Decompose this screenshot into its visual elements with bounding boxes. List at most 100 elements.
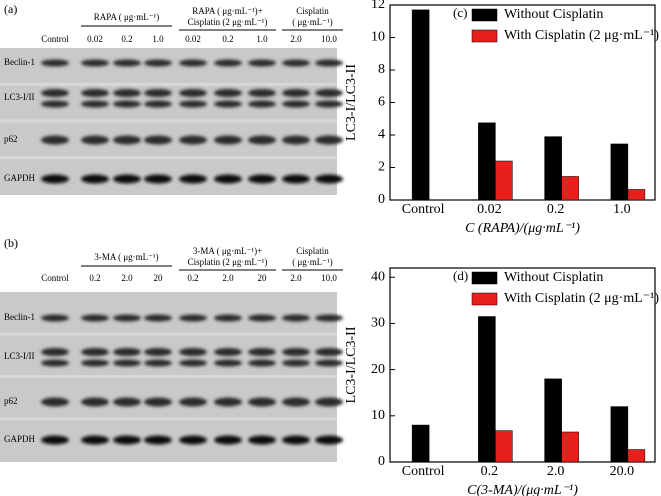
blot-band <box>144 348 172 356</box>
row-label: GAPDH <box>4 173 36 183</box>
blot-band <box>113 174 141 184</box>
y-tick-label: 30 <box>371 316 385 331</box>
y-tick-label: 40 <box>371 269 385 284</box>
blot-band <box>81 314 109 322</box>
x-tick-label: 20.0 <box>610 464 635 479</box>
blot-strip <box>0 156 337 160</box>
lane-label: 10.0 <box>321 273 337 283</box>
blot-band <box>315 59 343 67</box>
blot-band <box>179 397 207 407</box>
lane-label: 0.02 <box>87 34 103 44</box>
blot-band <box>315 348 343 356</box>
group-label: 3-MA ( μg·mL⁻¹) <box>94 252 158 262</box>
y-tick-label: 6 <box>378 95 385 110</box>
blot-band <box>282 59 310 67</box>
lane-label: 0.2 <box>222 34 233 44</box>
lane-label: 2.0 <box>121 273 133 283</box>
lane-label: Control <box>41 34 69 44</box>
blot-band <box>113 397 141 407</box>
blot-band <box>81 397 109 407</box>
blot-band <box>214 359 242 367</box>
blot-band <box>179 100 207 108</box>
row-label: LC3-I/II <box>4 92 35 102</box>
x-tick-label: 0.02 <box>477 202 502 217</box>
group-label: Cisplatin (2 μg·mL⁻¹) <box>188 257 268 267</box>
x-tick-label: 2.0 <box>547 464 565 479</box>
blot-band <box>81 100 109 108</box>
blot-band <box>282 359 310 367</box>
group-label: ( μg·mL⁻¹) <box>292 17 333 27</box>
blot-band <box>81 359 109 367</box>
blot-band <box>179 435 207 445</box>
group-label: 3-MA ( μg·mL⁻¹)+ <box>193 246 262 256</box>
blot-band <box>248 135 276 145</box>
y-tick-label: 10 <box>371 30 385 45</box>
bar <box>627 189 646 201</box>
bar <box>544 378 562 463</box>
blot-strip <box>0 332 337 336</box>
blot-band <box>113 314 141 322</box>
y-tick-label: 20 <box>371 362 385 377</box>
blot-band <box>179 359 207 367</box>
bar <box>495 160 513 201</box>
blot-band <box>315 314 343 322</box>
row-label: p62 <box>4 134 18 144</box>
blot-band <box>315 397 343 407</box>
y-tick-label: 10 <box>371 408 385 423</box>
blot-band <box>248 314 276 322</box>
legend-swatch <box>471 29 498 43</box>
legend-label: Without Cisplatin <box>504 270 603 285</box>
bar <box>627 449 646 463</box>
row-label: GAPDH <box>4 434 36 444</box>
lane-label: 20 <box>258 273 268 283</box>
group-label: RAPA ( μg·mL⁻¹) <box>94 12 159 22</box>
lane-label: 2.0 <box>290 273 302 283</box>
group-label: Cisplatin <box>296 246 329 256</box>
blot-band <box>144 435 172 445</box>
blot-band <box>315 435 343 445</box>
blot-band <box>41 174 69 184</box>
bar <box>478 122 496 201</box>
blot-strip <box>0 82 337 86</box>
blot-strip <box>0 119 337 123</box>
blot-strip <box>0 375 337 378</box>
blot-band <box>248 397 276 407</box>
blot-band <box>113 89 141 97</box>
row-label: LC3-I/II <box>4 351 35 361</box>
panel-label: (c) <box>453 5 467 20</box>
blot-band <box>315 359 343 367</box>
blot-band <box>248 100 276 108</box>
panel-label: (b) <box>4 236 18 250</box>
blot-band <box>179 135 207 145</box>
blot-band <box>214 100 242 108</box>
blot-band <box>248 59 276 67</box>
blot-band <box>144 359 172 367</box>
group-label: Cisplatin (2 μg·mL⁻¹) <box>188 17 268 27</box>
blot-band <box>214 89 242 97</box>
x-axis-label: C(3-MA)/(μg·mL⁻¹) <box>467 483 578 496</box>
x-tick-label: Control <box>402 202 445 217</box>
bar <box>495 430 513 463</box>
blot-band <box>41 314 69 322</box>
plot-frame <box>389 267 656 463</box>
legend-swatch <box>471 271 498 285</box>
blot-band <box>41 135 69 145</box>
blot-band <box>282 435 310 445</box>
legend-label: With Cisplatin (2 μg·mL⁻¹) <box>504 291 659 306</box>
blot-band <box>41 89 69 97</box>
bar <box>561 431 579 463</box>
x-axis-label: C (RAPA)/(μg·mL⁻¹) <box>465 221 580 236</box>
panel-label: (a) <box>4 2 17 16</box>
blot-band <box>144 397 172 407</box>
bar <box>610 406 629 463</box>
blot-band <box>179 89 207 97</box>
blot-band <box>248 359 276 367</box>
lane-label: 1.0 <box>152 34 164 44</box>
lane-label: 1.0 <box>256 34 268 44</box>
blot-band <box>41 397 69 407</box>
lane-label: 2.0 <box>222 273 234 283</box>
lane-label: 0.2 <box>187 273 198 283</box>
blot-band <box>282 89 310 97</box>
blot-band <box>315 135 343 145</box>
